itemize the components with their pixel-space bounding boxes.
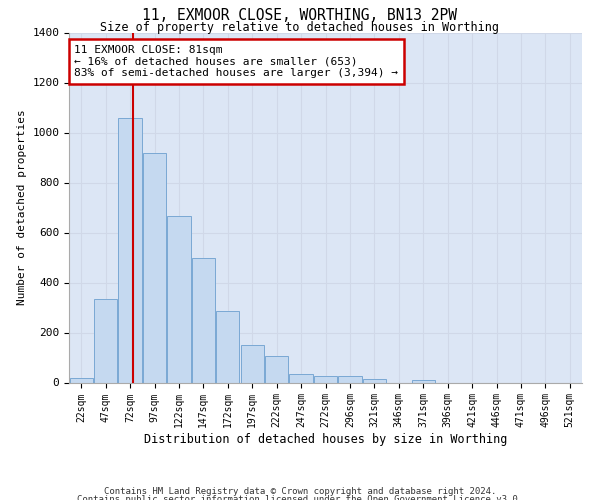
Bar [70, 378, 93, 382]
Bar [143, 152, 166, 382]
Text: Contains public sector information licensed under the Open Government Licence v3: Contains public sector information licen… [77, 495, 523, 500]
Bar [241, 345, 264, 383]
Bar [289, 374, 313, 382]
X-axis label: Distribution of detached houses by size in Worthing: Distribution of detached houses by size … [144, 433, 507, 446]
Bar [314, 376, 337, 382]
Y-axis label: Number of detached properties: Number of detached properties [17, 110, 27, 306]
Text: 11, EXMOOR CLOSE, WORTHING, BN13 2PW: 11, EXMOOR CLOSE, WORTHING, BN13 2PW [143, 8, 458, 22]
Bar [192, 258, 215, 382]
Text: 11 EXMOOR CLOSE: 81sqm
← 16% of detached houses are smaller (653)
83% of semi-de: 11 EXMOOR CLOSE: 81sqm ← 16% of detached… [74, 45, 398, 78]
Bar [338, 376, 362, 382]
Bar [216, 311, 239, 382]
Text: Contains HM Land Registry data © Crown copyright and database right 2024.: Contains HM Land Registry data © Crown c… [104, 487, 496, 496]
Bar [412, 380, 435, 382]
Bar [167, 216, 191, 382]
Bar [118, 118, 142, 382]
Bar [94, 298, 117, 382]
Bar [265, 356, 288, 382]
Text: Size of property relative to detached houses in Worthing: Size of property relative to detached ho… [101, 21, 499, 34]
Bar [363, 379, 386, 382]
